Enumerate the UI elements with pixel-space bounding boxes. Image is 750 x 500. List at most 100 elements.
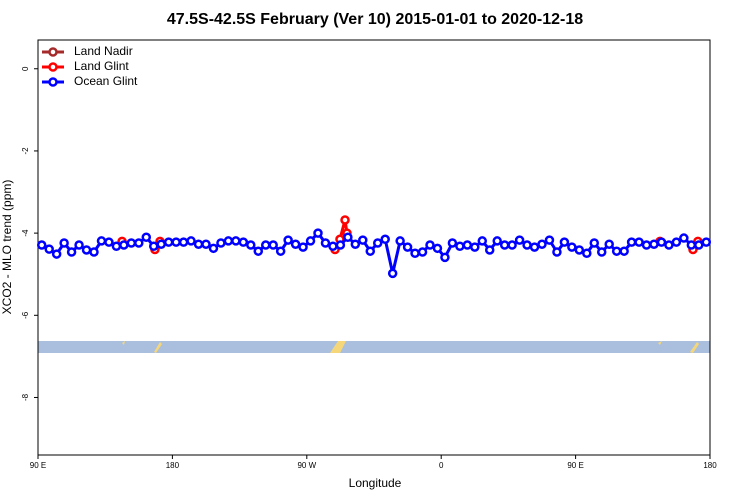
data-point (484, 245, 495, 255)
data-point (126, 238, 137, 248)
data-point (477, 236, 488, 246)
legend-marker (48, 77, 58, 87)
data-point (544, 235, 555, 245)
y-tick-label: -8 (21, 393, 30, 401)
data-point (671, 237, 682, 247)
data-point (470, 242, 480, 252)
chart-title: 47.5S-42.5S February (Ver 10) 2015-01-01… (167, 11, 583, 28)
data-point (462, 240, 473, 250)
data-point (664, 240, 674, 250)
data-point (305, 236, 316, 246)
y-tick-label: -6 (21, 311, 30, 319)
data-point (611, 246, 622, 256)
data-point (686, 240, 697, 250)
data-point (537, 239, 547, 249)
data-point (679, 233, 689, 243)
data-point (320, 238, 331, 248)
data-point (223, 236, 234, 246)
y-tick-label: 0 (21, 66, 30, 71)
data-point (432, 243, 443, 254)
data-point (298, 242, 308, 252)
data-point (335, 240, 346, 250)
y-tick-label: -2 (21, 147, 30, 155)
y-tick-label: -4 (21, 229, 30, 237)
x-axis-label: Longitude (349, 476, 402, 490)
data-point (455, 241, 465, 252)
legend-marker (48, 62, 58, 72)
data-point (365, 246, 376, 256)
data-point (514, 235, 525, 245)
data-point (604, 239, 614, 249)
data-point (634, 237, 644, 247)
data-point (141, 232, 152, 242)
data-point (567, 242, 577, 252)
legend-label: Land Nadir (74, 44, 133, 58)
x-tick-label: 90 E (30, 461, 46, 470)
data-point (290, 239, 301, 249)
data-point (395, 236, 405, 246)
data-point (574, 245, 585, 255)
data-point (417, 247, 428, 257)
data-point (649, 239, 659, 249)
data-point (81, 245, 92, 255)
data-point (328, 241, 338, 252)
data-point (507, 240, 517, 250)
data-point (231, 236, 241, 246)
data-point (163, 237, 174, 247)
data-point (89, 247, 99, 257)
data-point (372, 238, 383, 248)
data-point (380, 234, 390, 245)
data-point (156, 239, 166, 249)
data-point (275, 246, 286, 256)
data-point (51, 249, 62, 259)
data-point (343, 232, 353, 242)
data-point (171, 237, 181, 247)
data-point (447, 238, 458, 248)
data-point (425, 240, 435, 250)
x-tick-label: 180 (703, 461, 717, 470)
data-point (522, 240, 532, 250)
data-point (260, 240, 271, 250)
data-point (74, 240, 84, 250)
data-point (619, 246, 629, 256)
data-point (201, 239, 211, 249)
data-point (134, 238, 144, 248)
data-point (440, 252, 450, 263)
data-point (66, 247, 77, 257)
data-point (626, 237, 637, 247)
surface-strip (38, 341, 710, 353)
legend-label: Ocean Glint (74, 74, 138, 88)
x-tick-label: 180 (166, 461, 180, 470)
data-point (186, 236, 196, 246)
y-axis-label: XCO2 - MLO trend (ppm) (0, 180, 14, 315)
data-point (694, 240, 704, 250)
data-point (701, 237, 712, 247)
data-point (552, 247, 562, 257)
data-point (283, 235, 293, 245)
x-tick-label: 90 W (297, 461, 316, 470)
data-point (111, 241, 122, 252)
data-point (208, 243, 219, 254)
data-point (582, 248, 592, 259)
data-point (340, 215, 350, 225)
x-tick-label: 90 E (567, 461, 583, 470)
data-point (178, 237, 189, 247)
data-point (119, 240, 129, 250)
legend-label: Land Glint (74, 59, 129, 73)
data-point (238, 237, 249, 247)
data-point (253, 246, 264, 256)
data-point (350, 239, 361, 249)
data-point (387, 268, 398, 279)
data-point (59, 238, 69, 248)
data-point (641, 240, 652, 250)
data-point (596, 247, 607, 257)
data-point (246, 240, 256, 250)
data-point (193, 239, 204, 249)
legend-marker (48, 47, 58, 57)
data-point (358, 235, 368, 245)
data-point (499, 240, 510, 250)
data-point (589, 238, 600, 248)
data-point (529, 242, 540, 252)
data-point (36, 240, 47, 250)
